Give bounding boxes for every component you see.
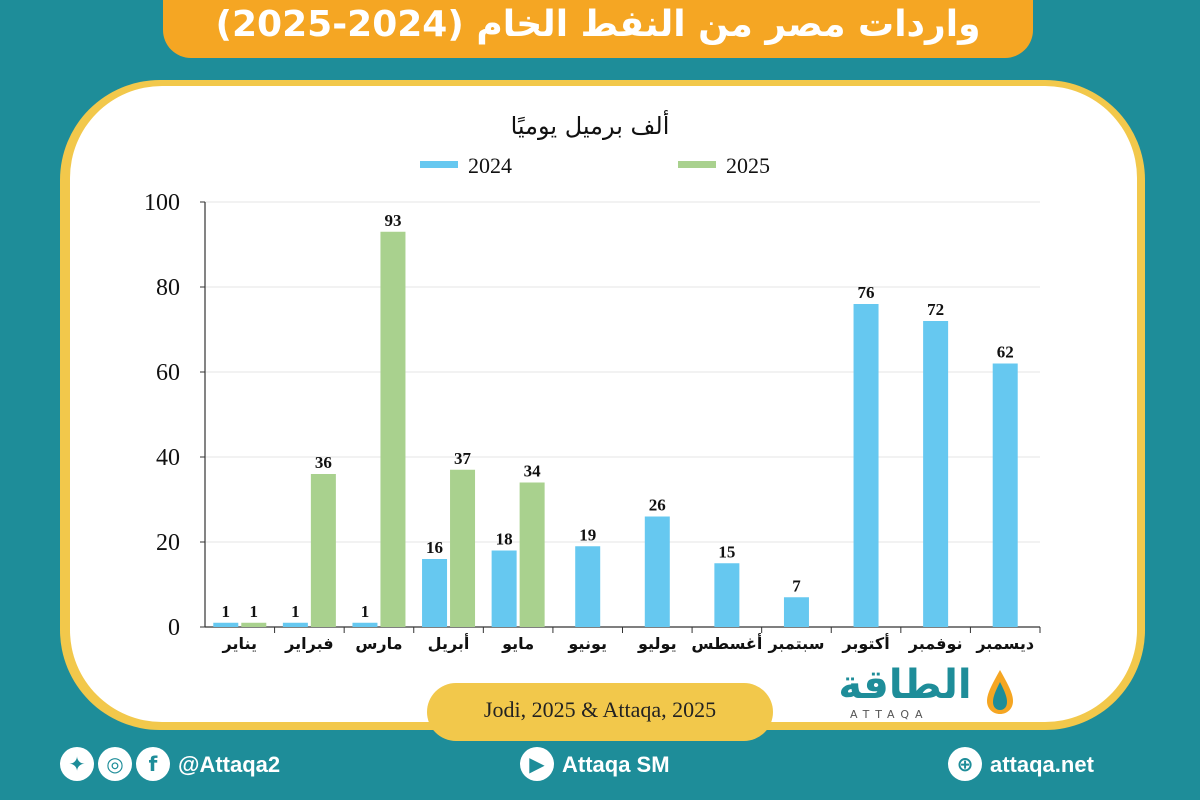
bar-2025 — [310, 474, 336, 627]
bar-2024 — [644, 516, 670, 627]
source-pill — [427, 683, 773, 741]
legend-swatch — [420, 161, 458, 168]
data-label: 36 — [315, 453, 332, 472]
x-tick-label: يونيو — [567, 634, 607, 653]
drop-logo-icon — [987, 670, 1013, 714]
x-tick-label: نوفمبر — [908, 634, 963, 653]
youtube-icon[interactable]: ▶ — [520, 747, 554, 781]
title-banner: واردات مصر من النفط الخام (2024-2025) — [163, 0, 1033, 58]
x-tick-label: أبريل — [428, 633, 470, 653]
logo-wordmark: الطاقة — [838, 662, 972, 708]
y-tick-label: 60 — [156, 360, 180, 386]
x-tick-label: يناير — [222, 634, 258, 653]
x-tick-label: أكتوبر — [841, 633, 889, 653]
data-label: 7 — [792, 576, 801, 595]
instagram-icon[interactable]: ◎ — [98, 747, 132, 781]
data-label: 76 — [858, 283, 875, 302]
bar-2024 — [282, 622, 308, 627]
data-label: 93 — [384, 211, 401, 230]
data-label: 72 — [927, 300, 944, 319]
data-label: 37 — [454, 449, 472, 468]
bar-2025 — [241, 622, 267, 627]
x-tick-label: مايو — [501, 634, 534, 653]
footer: ✦ ◎ f @Attaqa2 ▶ Attaqa SM ⊕ attaqa.net — [0, 740, 1200, 800]
bar-2024 — [575, 546, 601, 627]
x-tick-label: ديسمبر — [975, 634, 1034, 653]
logo-latin: ATTAQA — [850, 708, 929, 721]
x-tick-label: سبتمبر — [767, 634, 824, 653]
bar-2024 — [352, 622, 378, 627]
data-label: 15 — [718, 542, 735, 561]
source-text: Jodi, 2025 & Attaqa, 2025 — [483, 697, 717, 722]
data-label: 19 — [579, 525, 596, 544]
data-label: 1 — [291, 602, 300, 621]
legend-label: 2024 — [468, 153, 512, 178]
y-tick-label: 40 — [156, 445, 180, 471]
legend-label: 2025 — [726, 153, 770, 178]
bar-2025 — [380, 231, 406, 627]
x-tick-label: مارس — [355, 634, 402, 653]
twitter-icon[interactable]: ✦ — [60, 747, 94, 781]
data-label: 62 — [997, 343, 1014, 362]
bar-2024 — [714, 563, 740, 627]
globe-icon[interactable]: ⊕ — [948, 747, 982, 781]
legend-swatch — [678, 161, 716, 168]
x-tick-label: أغسطس — [691, 633, 762, 653]
data-label: 16 — [426, 538, 443, 557]
bar-2024 — [992, 363, 1018, 627]
data-label: 1 — [250, 602, 259, 621]
y-tick-label: 0 — [168, 615, 180, 641]
facebook-icon[interactable]: f — [136, 747, 170, 781]
unit-label: ألف برميل يوميًا — [511, 110, 670, 140]
bar-2024 — [213, 622, 239, 627]
youtube-channel[interactable]: Attaqa SM — [562, 752, 670, 777]
bar-2024 — [853, 304, 879, 627]
y-tick-label: 20 — [156, 530, 180, 556]
chart-card — [70, 86, 1137, 722]
data-label: 26 — [649, 496, 666, 515]
social-handle[interactable]: @Attaqa2 — [178, 752, 281, 777]
data-label: 1 — [361, 602, 370, 621]
y-tick-label: 100 — [144, 190, 180, 216]
website-link[interactable]: attaqa.net — [990, 752, 1094, 777]
bar-2024 — [491, 550, 517, 627]
page-title: واردات مصر من النفط الخام (2024-2025) — [215, 4, 981, 45]
x-tick-label: يوليو — [637, 634, 677, 653]
bar-2025 — [450, 469, 476, 627]
bar-2024 — [783, 597, 809, 627]
x-tick-label: فبراير — [284, 634, 333, 653]
bar-2025 — [519, 482, 545, 627]
data-label: 34 — [524, 462, 542, 481]
bar-2024 — [422, 559, 448, 627]
data-label: 1 — [222, 602, 231, 621]
bar-2024 — [923, 321, 949, 627]
data-label: 18 — [496, 530, 513, 549]
y-tick-label: 80 — [156, 275, 180, 301]
